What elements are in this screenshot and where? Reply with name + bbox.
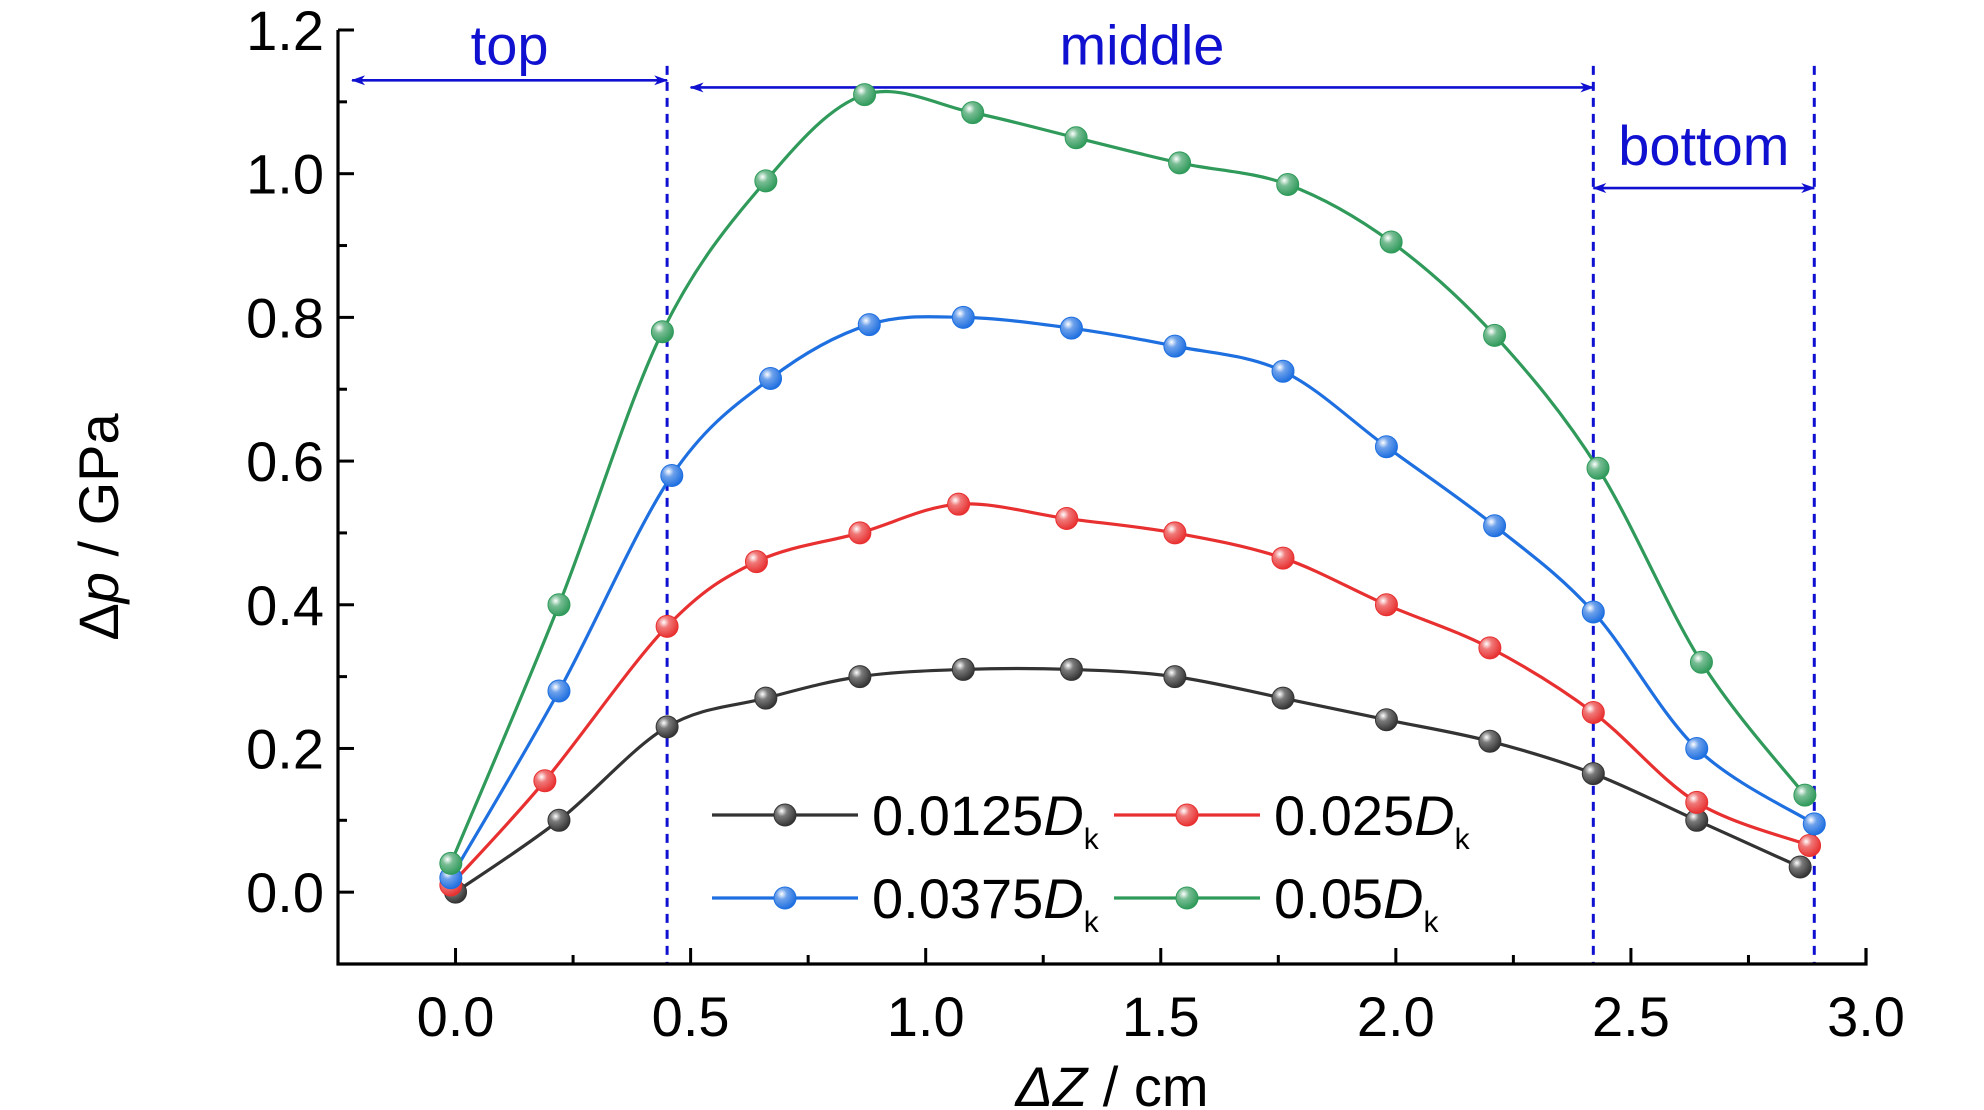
data-point [1478, 729, 1502, 753]
data-point [1483, 514, 1507, 538]
x-tick-label: 1.5 [1122, 985, 1200, 1048]
legend-item: 0.0375Dk [712, 867, 1100, 939]
region-label-bottom: bottom [1618, 114, 1789, 177]
data-point [1059, 657, 1083, 681]
legend-item: 0.0125Dk [712, 784, 1100, 856]
y-axis-title: Δp / GPa [67, 413, 130, 641]
data-point [759, 366, 783, 390]
legend-marker [773, 886, 797, 910]
data-point [754, 169, 778, 193]
legend-label: 0.025Dk [1274, 784, 1471, 856]
data-point [1798, 833, 1822, 857]
legend-marker [1175, 886, 1199, 910]
data-point [1271, 686, 1295, 710]
y-tick-label: 0.6 [246, 430, 324, 493]
data-point [1483, 323, 1507, 347]
legend: 0.0125Dk 0.025Dk 0.0375Dk 0.05Dk [712, 784, 1471, 939]
data-point [1374, 708, 1398, 732]
data-point [1276, 172, 1300, 196]
data-point [1586, 456, 1610, 480]
data-point [1689, 650, 1713, 674]
data-point [947, 492, 971, 516]
region-label-middle: middle [1059, 13, 1224, 76]
data-point [533, 769, 557, 793]
data-point [1163, 665, 1187, 689]
series-points [439, 83, 1826, 904]
data-point [1271, 359, 1295, 383]
y-tick-label: 0.2 [246, 717, 324, 780]
data-point [547, 593, 571, 617]
x-axis-title-unit: / cm [1087, 1055, 1208, 1110]
data-point [961, 101, 985, 125]
data-point [1379, 230, 1403, 254]
data-point [1581, 701, 1605, 725]
y-tick-label: 0.4 [246, 574, 324, 637]
x-axis-title: ΔZ / cm [1013, 1055, 1208, 1110]
x-axis-title-symbol: ΔZ [1013, 1055, 1089, 1110]
y-axis-title-symbol: p [67, 572, 130, 605]
y-axis-ticks: 0.0 0.2 0.4 0.6 0.8 1.0 1.2 [246, 0, 354, 966]
x-tick-label: 2.0 [1357, 985, 1435, 1048]
data-point [1478, 636, 1502, 660]
legend-label: 0.0125Dk [872, 784, 1100, 856]
legend-item: 0.025Dk [1114, 784, 1471, 856]
data-point [1793, 783, 1817, 807]
data-point [547, 679, 571, 703]
data-point [1059, 316, 1083, 340]
legend-label: 0.05Dk [1274, 867, 1439, 939]
data-point [857, 313, 881, 337]
data-point [1163, 334, 1187, 358]
data-point [1271, 546, 1295, 570]
data-point [848, 665, 872, 689]
x-tick-label: 0.5 [652, 985, 730, 1048]
data-point [1163, 521, 1187, 545]
data-point [547, 808, 571, 832]
data-point [650, 320, 674, 344]
series-lines [449, 89, 1816, 894]
y-axis-title-delta: Δ [67, 603, 130, 640]
y-axis-title-unit: / GPa [67, 413, 130, 573]
data-point [744, 550, 768, 574]
data-point [439, 851, 463, 875]
x-tick-label: 1.0 [887, 985, 965, 1048]
region-label-top: top [471, 13, 549, 76]
y-tick-label: 1.2 [246, 0, 324, 62]
legend-marker [773, 803, 797, 827]
data-point [1685, 736, 1709, 760]
x-tick-label: 0.0 [417, 985, 495, 1048]
y-tick-label: 0.0 [246, 861, 324, 924]
data-point [1168, 151, 1192, 175]
series-line-1 [449, 502, 1811, 887]
legend-label: 0.0375Dk [872, 867, 1100, 939]
data-point [1788, 855, 1812, 879]
data-point [853, 83, 877, 107]
x-tick-label: 2.5 [1592, 985, 1670, 1048]
data-point [1055, 507, 1079, 531]
data-point [655, 614, 679, 638]
region-annotations: top middle bottom [351, 13, 1816, 194]
data-point [1374, 593, 1398, 617]
data-point [660, 463, 684, 487]
x-tick-label: 3.0 [1827, 985, 1905, 1048]
legend-marker [1175, 803, 1199, 827]
y-tick-label: 0.8 [246, 286, 324, 349]
x-axis-ticks: 0.0 0.5 1.0 1.5 2.0 2.5 3.0 [336, 948, 1905, 1048]
y-tick-label: 1.0 [246, 143, 324, 206]
data-point [1064, 126, 1088, 150]
data-point [655, 715, 679, 739]
data-point [1802, 812, 1826, 836]
region-dividers [665, 65, 1816, 964]
data-point [1374, 435, 1398, 459]
legend-item: 0.05Dk [1114, 867, 1439, 939]
data-point [1581, 600, 1605, 624]
series-line-2 [449, 315, 1816, 879]
data-point [754, 686, 778, 710]
data-point [1685, 790, 1709, 814]
data-point [1581, 762, 1605, 786]
data-point [848, 521, 872, 545]
data-point [951, 305, 975, 329]
data-point [951, 657, 975, 681]
